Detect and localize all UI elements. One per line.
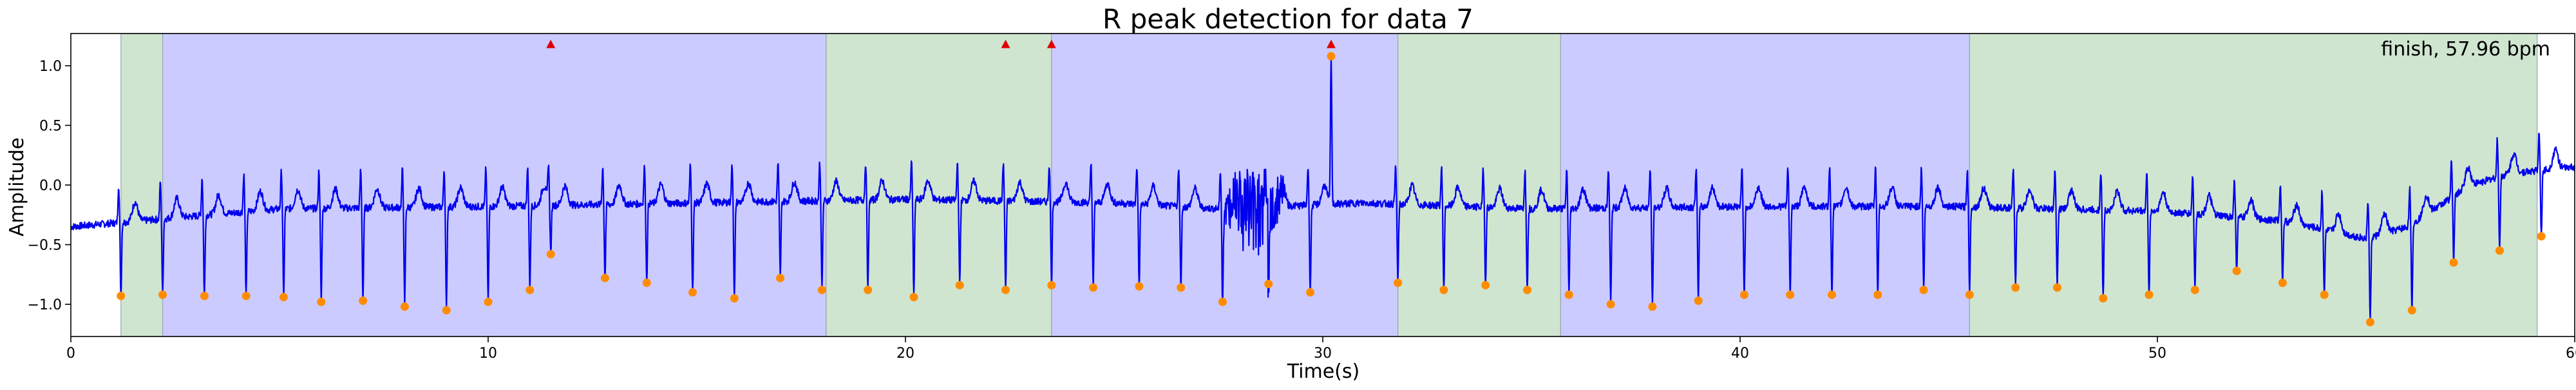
r-peak-point xyxy=(1089,283,1098,292)
r-peak-point xyxy=(1919,286,1928,295)
r-peak-point xyxy=(242,291,251,300)
y-axis-label: Amplitude xyxy=(6,137,28,237)
chart-title: R peak detection for data 7 xyxy=(1103,3,1473,35)
r-peak-point xyxy=(2537,232,2546,241)
r-peak-point xyxy=(1648,302,1657,311)
r-peak-point xyxy=(117,291,126,300)
r-peak-point xyxy=(1694,296,1703,305)
r-peak-point xyxy=(600,273,609,282)
r-peak-point xyxy=(909,293,918,302)
r-peak-point xyxy=(1481,280,1490,289)
r-peak-point xyxy=(864,286,873,295)
r-peak-point xyxy=(1218,297,1227,306)
x-tick-label: 60 xyxy=(2566,346,2576,362)
r-peak-point xyxy=(359,296,368,305)
flag-marker xyxy=(1001,39,1010,48)
x-axis-ticks: 0 10 20 30 40 50 60 xyxy=(66,336,2576,362)
r-peak-point xyxy=(1177,283,1186,292)
r-peak-point xyxy=(1306,288,1315,297)
y-tick-label: 1.0 xyxy=(39,59,62,75)
r-peak-point xyxy=(158,290,167,299)
r-peak-point xyxy=(526,286,535,295)
r-peak-point xyxy=(2099,294,2108,303)
blue-span xyxy=(162,33,827,337)
r-peak-point xyxy=(1564,290,1573,299)
x-tick-label: 50 xyxy=(2148,346,2166,362)
r-peak-point xyxy=(2365,318,2374,327)
r-peak-point xyxy=(1965,290,1974,299)
r-peak-point xyxy=(1828,290,1837,299)
y-tick-label: 0.5 xyxy=(39,118,62,134)
x-axis-label: Time(s) xyxy=(1287,360,1359,383)
status-annotation: finish, 57.96 bpm xyxy=(2381,38,2550,61)
x-tick-label: 0 xyxy=(66,346,75,362)
r-peak-point xyxy=(484,297,493,306)
r-peak-point xyxy=(2011,283,2020,292)
r-peak-point xyxy=(317,297,326,306)
x-tick-label: 10 xyxy=(479,346,497,362)
flag-marker xyxy=(546,39,556,48)
r-peak-point xyxy=(642,278,651,288)
r-peak-point xyxy=(546,249,555,258)
r-peak-point xyxy=(279,293,288,302)
green-span xyxy=(1397,33,1561,337)
r-peak-point xyxy=(1327,52,1336,61)
r-peak-point xyxy=(1439,286,1448,295)
r-peak-point xyxy=(1264,280,1273,289)
r-peak-point xyxy=(2407,306,2416,315)
r-peak-point xyxy=(730,294,739,303)
green-span xyxy=(120,33,164,337)
r-peak-point xyxy=(1047,280,1056,289)
flag-marker xyxy=(1046,39,1056,48)
r-peak-point xyxy=(2320,290,2329,299)
r-peak-point xyxy=(2278,278,2287,288)
r-peak-point xyxy=(1135,282,1144,291)
r-peak-point xyxy=(1739,290,1748,299)
r-peak-point xyxy=(1606,300,1615,309)
green-span xyxy=(826,33,1052,337)
r-peak-point xyxy=(2190,286,2199,295)
r-peak-point xyxy=(400,302,409,311)
r-peak-markers xyxy=(117,52,2546,327)
y-axis-ticks: −1.0 −0.5 0.0 0.5 1.0 xyxy=(28,59,71,313)
x-tick-label: 20 xyxy=(896,346,914,362)
r-peak-point xyxy=(817,286,826,295)
r-peak-point xyxy=(200,291,209,300)
r-peak-point xyxy=(2145,290,2154,299)
r-peak-point xyxy=(2232,266,2241,275)
blue-span xyxy=(1051,33,1399,337)
blue-span xyxy=(1560,33,1971,337)
x-tick-label: 30 xyxy=(1314,346,1332,362)
green-span xyxy=(1969,33,2538,337)
y-tick-label: 0.0 xyxy=(39,178,62,194)
r-peak-point xyxy=(1394,278,1403,288)
shaded-regions xyxy=(120,33,2538,337)
y-tick-label: −1.0 xyxy=(28,297,62,313)
y-tick-label: −0.5 xyxy=(28,238,62,254)
r-peak-point xyxy=(2495,246,2504,255)
r-peak-point xyxy=(1523,286,1532,295)
r-peak-point xyxy=(776,273,785,282)
flag-marker xyxy=(1326,39,1336,48)
r-peak-point xyxy=(1001,286,1010,295)
x-tick-label: 40 xyxy=(1731,346,1749,362)
r-peak-point xyxy=(1786,290,1795,299)
r-peak-point xyxy=(442,306,451,315)
r-peak-point xyxy=(2052,283,2061,292)
r-peak-point xyxy=(955,280,964,289)
r-peak-point xyxy=(2449,258,2458,267)
r-peak-point xyxy=(688,288,697,297)
r-peak-point xyxy=(1873,290,1882,299)
flag-markers xyxy=(546,39,1336,48)
